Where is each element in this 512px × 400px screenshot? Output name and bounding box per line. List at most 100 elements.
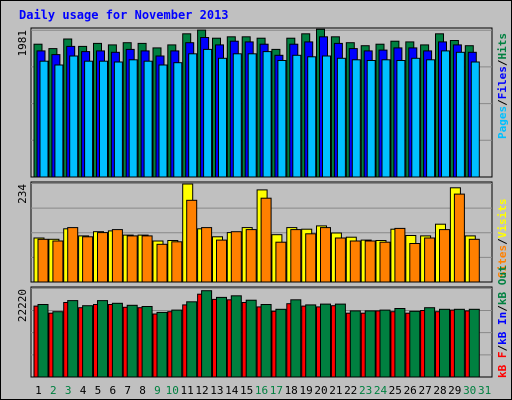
day-label: 16 xyxy=(255,384,268,397)
bar-kbytes-kb-out xyxy=(439,308,450,378)
bar-visits-sites xyxy=(37,238,49,283)
bar-kbytes-kb-out xyxy=(111,302,123,378)
day-label: 29 xyxy=(448,384,461,397)
legend-item: / xyxy=(496,305,509,312)
bar-hits-pages xyxy=(366,60,376,178)
bar-kbytes-kb-out xyxy=(364,310,376,378)
max-label-kbytes: 22220 xyxy=(16,289,29,322)
day-label: 19 xyxy=(299,384,312,397)
bar-visits-sites xyxy=(186,199,198,283)
bar-kbytes-kb-out xyxy=(290,299,302,378)
bar-hits-pages xyxy=(173,62,183,178)
bar-kbytes-kb-out xyxy=(275,308,287,378)
legend-item: Hits xyxy=(496,33,509,60)
bar-visits-sites xyxy=(82,236,94,283)
bar-kbytes-kb-out xyxy=(379,309,391,378)
bar-hits-pages xyxy=(426,59,436,178)
bar-visits-sites xyxy=(141,235,153,283)
day-label: 23 xyxy=(359,384,372,397)
bar-hits-pages xyxy=(39,60,49,178)
day-label: 7 xyxy=(124,384,131,397)
bar-visits-sites xyxy=(52,240,64,283)
bar-kbytes-kb-out xyxy=(126,304,138,378)
bar-hits-pages xyxy=(262,51,272,178)
bar-visits-sites xyxy=(201,227,213,283)
bar-hits-pages xyxy=(247,53,257,178)
bar-visits-sites xyxy=(394,227,406,283)
legend-kbytes: kB F/kB In/kB Out xyxy=(496,265,509,378)
bar-kbytes-kb-out xyxy=(453,308,465,378)
bar-hits-pages xyxy=(441,50,450,178)
bar-kbytes-kb-out xyxy=(141,306,153,378)
bar-hits-pages xyxy=(232,53,242,178)
max-label-hits: 1981 xyxy=(16,30,29,57)
bar-kbytes-kb-out xyxy=(409,310,421,378)
bar-visits-sites xyxy=(349,240,361,283)
bar-hits-pages xyxy=(292,54,302,178)
bar-kbytes-kb-out xyxy=(245,299,257,378)
bar-kbytes-kb-out xyxy=(305,304,317,378)
bar-visits-sites xyxy=(171,241,183,283)
day-label: 5 xyxy=(95,384,102,397)
bar-hits-pages xyxy=(455,51,465,178)
day-label: 13 xyxy=(210,384,223,397)
day-label: 18 xyxy=(285,384,298,397)
bar-hits-pages xyxy=(218,57,227,178)
day-label: 1 xyxy=(35,384,42,397)
max-label-visits: 234 xyxy=(16,184,29,204)
bar-kbytes-kb-out xyxy=(349,310,361,378)
bar-kbytes-kb-out xyxy=(424,307,436,378)
bar-kbytes-kb-out xyxy=(171,309,183,378)
bar-visits-sites xyxy=(409,243,421,283)
bar-hits-pages xyxy=(113,61,123,178)
bar-visits-sites xyxy=(439,229,450,283)
day-label: 28 xyxy=(433,384,446,397)
legend-item: / xyxy=(496,99,509,106)
bar-kbytes-kb-out xyxy=(67,300,79,378)
day-label: 25 xyxy=(389,384,402,397)
day-label: 10 xyxy=(166,384,179,397)
bar-visits-sites xyxy=(245,229,257,283)
bar-kbytes-kb-out xyxy=(37,304,49,378)
bar-kbytes-kb-out xyxy=(201,290,213,378)
day-label: 24 xyxy=(374,384,388,397)
day-label: 26 xyxy=(404,384,417,397)
day-label: 30 xyxy=(463,384,476,397)
day-label: 22 xyxy=(344,384,357,397)
legend-item: / xyxy=(496,59,509,66)
bar-kbytes-kb-out xyxy=(82,305,94,378)
legend-item: / xyxy=(496,345,509,352)
bar-visits-sites xyxy=(424,237,436,283)
bar-visits-sites xyxy=(67,227,79,283)
bar-visits-sites xyxy=(111,229,123,283)
bar-kbytes-kb-out xyxy=(260,304,272,378)
bar-hits-pages xyxy=(128,59,138,178)
day-label: 20 xyxy=(314,384,327,397)
day-label: 15 xyxy=(240,384,253,397)
bar-visits-sites xyxy=(379,241,391,283)
legend-item: / xyxy=(496,238,509,245)
bar-hits-pages xyxy=(143,60,153,178)
bar-hits-pages xyxy=(203,48,213,178)
bar-kbytes-kb-out xyxy=(320,303,331,378)
day-label: 8 xyxy=(139,384,146,397)
bar-hits-pages xyxy=(381,59,391,178)
day-label: 27 xyxy=(418,384,431,397)
bar-visits-sites xyxy=(275,241,287,283)
bar-hits-pages xyxy=(69,55,79,178)
legend-item: Sites xyxy=(496,245,509,278)
bar-visits-sites xyxy=(320,227,331,283)
bar-hits-pages xyxy=(351,59,361,178)
day-label: 4 xyxy=(80,384,87,397)
bar-hits-pages xyxy=(99,60,108,178)
bar-kbytes-kb-out xyxy=(97,300,108,378)
bar-hits-pages xyxy=(54,64,64,178)
legend-visits: Sites/Visits xyxy=(496,199,509,279)
legend-item: Pages xyxy=(496,106,509,139)
day-label: 21 xyxy=(329,384,342,397)
bar-hits-pages xyxy=(396,60,406,178)
bar-kbytes-kb-out xyxy=(468,308,480,378)
day-label: 12 xyxy=(195,384,208,397)
legend-item: Visits xyxy=(496,199,509,239)
